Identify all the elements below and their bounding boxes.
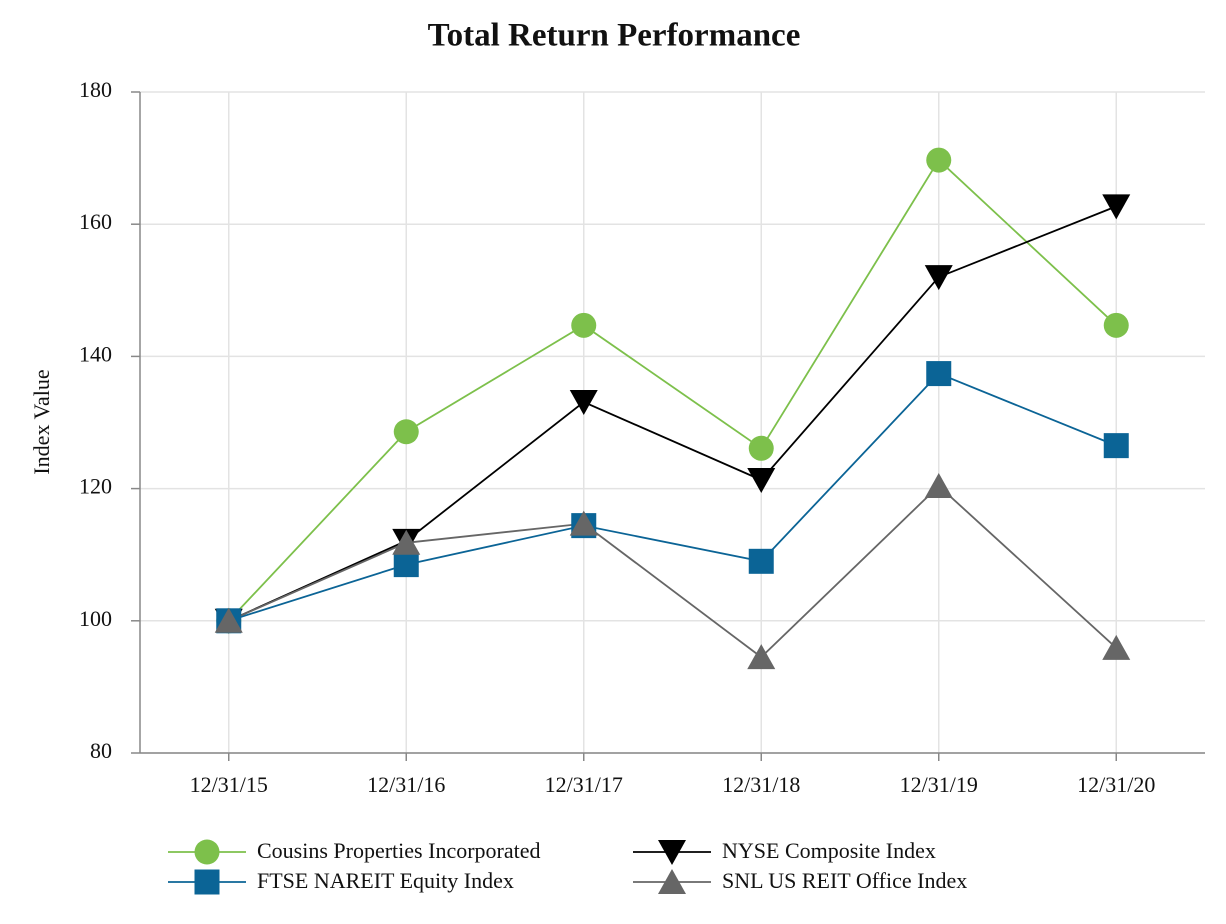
y-tick-label: 120 [79,474,112,499]
y-tick-label: 180 [79,77,112,102]
data-point [392,529,421,555]
legend-marker [658,840,686,865]
legend-marker [658,869,686,894]
y-tick-label: 140 [79,341,112,366]
x-tick-label: 12/31/19 [900,772,978,797]
x-tick-label: 12/31/18 [722,772,800,797]
data-point [569,510,598,536]
data-point [747,468,776,494]
series-line [228,372,1117,622]
series-line [228,484,1117,659]
data-point [924,472,953,498]
series-line [228,205,1117,622]
data-point [924,265,953,291]
data-point [1102,194,1131,220]
data-point [926,147,952,173]
x-tick-label: 12/31/16 [367,772,445,797]
y-tick-label: 80 [90,738,112,763]
data-point [1102,634,1131,660]
legend-label: SNL US REIT Office Index [722,868,967,893]
legend-marker [194,869,220,895]
data-point [393,552,419,578]
data-point [926,361,952,387]
series-line [228,158,1117,622]
data-point [1103,312,1129,338]
y-axis-label: Index Value [29,369,54,474]
legend-label: FTSE NAREIT Equity Index [257,868,514,893]
data-point [1103,433,1129,459]
legend-label: Cousins Properties Incorporated [257,838,541,863]
data-point [747,644,776,670]
legend-label: NYSE Composite Index [722,838,936,863]
y-tick-label: 160 [79,209,112,234]
data-point [569,390,598,416]
y-tick-label: 100 [79,606,112,631]
data-point [214,607,243,633]
data-point [748,548,774,574]
x-tick-label: 12/31/15 [190,772,268,797]
data-point [571,312,597,338]
data-point [393,419,419,445]
data-point [748,435,774,461]
x-tick-label: 12/31/20 [1077,772,1155,797]
x-tick-label: 12/31/17 [545,772,623,797]
legend-marker [194,839,220,865]
chart-title: Total Return Performance [428,18,801,54]
